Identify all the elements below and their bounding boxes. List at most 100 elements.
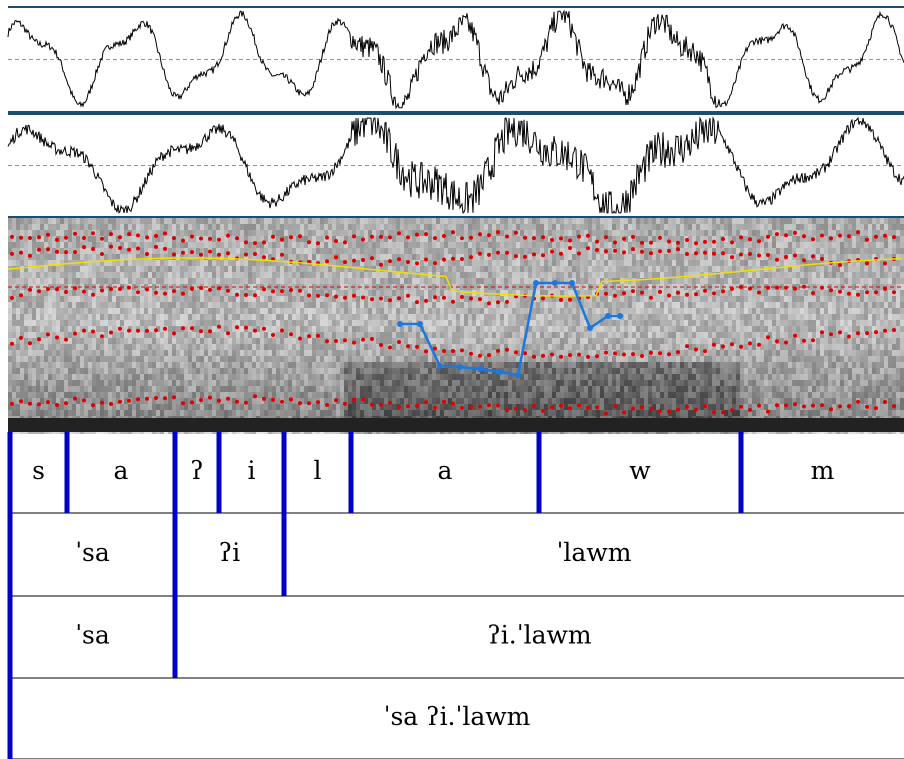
spectrogram-cell: [204, 338, 208, 344]
spectrogram-cell: [456, 356, 460, 362]
spectrogram-cell: [496, 374, 500, 380]
spectrogram-cell: [540, 332, 544, 338]
spectrogram-cell: [16, 344, 20, 350]
spectrogram-cell: [388, 302, 392, 308]
spectrogram-cell: [404, 356, 408, 362]
spectrogram-cell: [280, 368, 284, 374]
spectrogram-cell: [300, 380, 304, 386]
spectrogram-cell: [48, 308, 52, 314]
spectrogram-cell: [248, 380, 252, 386]
spectrogram-cell: [376, 356, 380, 362]
spectrogram-cell: [520, 404, 524, 410]
spectrogram-cell: [480, 308, 484, 314]
spectrogram-cell: [496, 362, 500, 368]
spectrogram-cell: [88, 338, 92, 344]
spectrogram-cell: [24, 266, 28, 272]
spectrogram-cell: [20, 350, 24, 356]
spectrogram-cell: [12, 392, 16, 398]
spectrogram-cell: [420, 374, 424, 380]
spectrogram-cell: [84, 302, 88, 308]
spectrogram-cell: [172, 380, 176, 386]
spectrogram-cell: [164, 272, 168, 278]
spectrogram-cell: [556, 248, 560, 254]
spectrogram-cell: [544, 404, 548, 410]
spectrogram-cell: [552, 302, 556, 308]
spectrogram-cell: [516, 350, 520, 356]
spectrogram-cell: [148, 356, 152, 362]
spectrogram-cell: [440, 320, 444, 326]
spectrogram-cell: [124, 266, 128, 272]
spectrogram-cell: [116, 386, 120, 392]
spectrogram-cell: [80, 302, 84, 308]
spectrogram-cell: [264, 320, 268, 326]
spectrogram-cell: [176, 314, 180, 320]
spectrogram-cell: [184, 404, 188, 410]
spectrogram-cell: [36, 344, 40, 350]
spectrogram-cell: [376, 374, 380, 380]
spectrogram-cell: [516, 224, 520, 230]
spectrogram-cell: [476, 230, 480, 236]
spectrogram-cell: [400, 266, 404, 272]
spectrogram-cell: [188, 320, 192, 326]
spectrogram-cell: [420, 254, 424, 260]
spectrogram-cell: [408, 392, 412, 398]
spectrogram-cell: [280, 266, 284, 272]
spectrogram-cell: [268, 272, 272, 278]
spectrogram-cell: [372, 392, 376, 398]
spectrogram-cell: [456, 290, 460, 296]
spectrogram-cell: [68, 344, 72, 350]
spectrogram-cell: [168, 302, 172, 308]
spectrogram-cell: [48, 272, 52, 278]
spectrogram-cell: [52, 368, 56, 374]
spectrogram-cell: [336, 290, 340, 296]
spectrogram-cell: [284, 230, 288, 236]
spectrogram-cell: [32, 404, 36, 410]
spectrogram-cell: [212, 308, 216, 314]
spectrogram-cell: [148, 224, 152, 230]
spectrogram-cell: [324, 326, 328, 332]
spectrogram-cell: [556, 302, 560, 308]
spectrogram-cell: [512, 236, 516, 242]
spectrogram-cell: [68, 296, 72, 302]
spectrogram-cell: [168, 350, 172, 356]
spectrogram-cell: [360, 224, 364, 230]
spectrogram-cell: [452, 392, 456, 398]
spectrogram-cell: [20, 296, 24, 302]
spectrogram-cell: [364, 224, 368, 230]
spectrogram-cell: [248, 272, 252, 278]
spectrogram-cell: [288, 218, 292, 224]
spectrogram-cell: [496, 236, 500, 242]
spectrogram-cell: [552, 362, 556, 368]
spectrogram-cell: [416, 248, 420, 254]
spectrogram-cell: [76, 380, 80, 386]
spectrogram-cell: [420, 344, 424, 350]
spectrogram-cell: [284, 308, 288, 314]
spectrogram-cell: [556, 368, 560, 374]
spectrogram-cell: [152, 290, 156, 296]
spectrogram-cell: [188, 224, 192, 230]
spectrogram-cell: [204, 278, 208, 284]
spectrogram-cell: [552, 272, 556, 278]
spectrogram-cell: [20, 260, 24, 266]
spectrogram-cell: [192, 230, 196, 236]
spectrogram-cell: [480, 410, 484, 416]
spectrogram-cell: [164, 242, 168, 248]
spectrogram-cell: [264, 326, 268, 332]
spectrogram-cell: [196, 392, 200, 398]
spectrogram-cell: [528, 398, 532, 404]
spectrogram-cell: [72, 404, 76, 410]
spectrogram-cell: [112, 308, 116, 314]
spectrogram-cell: [508, 326, 512, 332]
spectrogram-cell: [368, 278, 372, 284]
spectrogram-cell: [220, 308, 224, 314]
spectrogram-cell: [300, 290, 304, 296]
spectrogram-cell: [468, 368, 472, 374]
spectrogram-cell: [420, 380, 424, 386]
spectrogram-cell: [388, 290, 392, 296]
spectrogram-cell: [48, 362, 52, 368]
spectrogram-cell: [528, 356, 532, 362]
spectrogram-cell: [468, 302, 472, 308]
spectrogram-cell: [464, 398, 468, 404]
spectrogram-cell: [108, 302, 112, 308]
spectrogram-cell: [324, 368, 328, 374]
